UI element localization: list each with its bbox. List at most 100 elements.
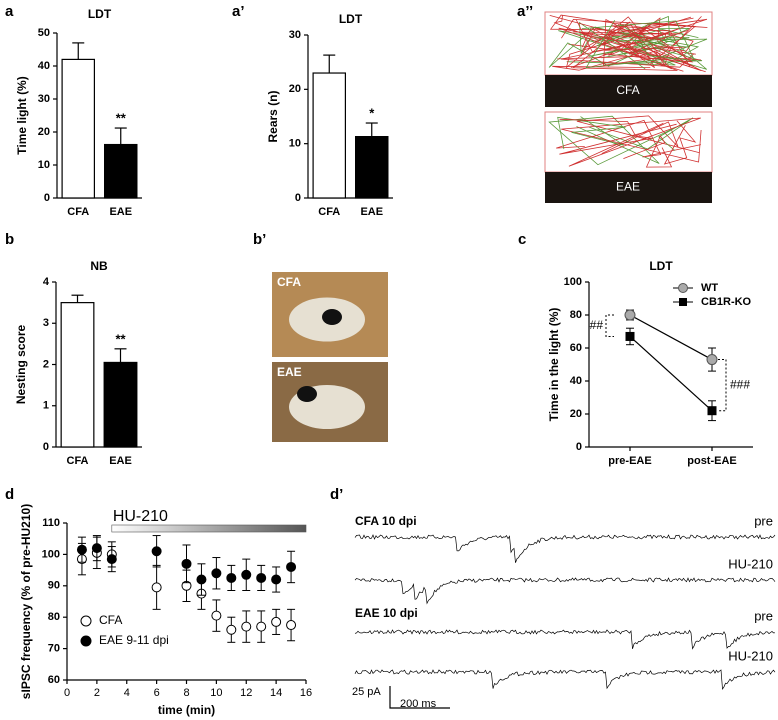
- legend-label: CFA: [99, 613, 122, 627]
- panel-letter: a’’: [517, 3, 533, 20]
- x-tick-label: EAE: [109, 206, 132, 218]
- maze-track: [553, 15, 702, 67]
- current-trace: [354, 629, 776, 650]
- current-trace: [354, 669, 776, 691]
- x-tick-label: 2: [94, 687, 100, 699]
- y-tick-label: 60: [48, 674, 60, 686]
- maze-track: [623, 135, 673, 168]
- trace-group-label: CFA 10 dpi: [355, 514, 417, 528]
- trace-condition: pre: [754, 608, 773, 623]
- y-tick-label: 20: [38, 126, 50, 138]
- point: [241, 621, 252, 632]
- treatment-label: HU-210: [113, 508, 168, 525]
- significance: **: [116, 110, 127, 125]
- point: [256, 621, 267, 632]
- legend-marker: [679, 298, 687, 306]
- nest-label: EAE: [277, 365, 302, 379]
- y-tick-label: 0: [43, 441, 49, 453]
- chart-title: NB: [90, 259, 108, 273]
- marker: [707, 406, 717, 416]
- x-tick-label: EAE: [109, 455, 132, 467]
- current-trace: [354, 534, 776, 563]
- maze-dark: [545, 172, 712, 203]
- point: [151, 546, 162, 557]
- trace-condition: HU-210: [728, 556, 773, 571]
- significance: ###: [730, 377, 750, 391]
- y-axis-label: Nesting score: [14, 324, 28, 404]
- maze-track: [588, 117, 694, 151]
- panel-letter: b’: [253, 231, 266, 248]
- y-tick-label: 20: [289, 83, 301, 95]
- bar: [61, 58, 95, 199]
- bar: [103, 361, 138, 448]
- y-axis-label: Rears (n): [266, 90, 280, 142]
- point: [226, 624, 237, 635]
- point: [271, 574, 282, 585]
- x-tick-label: CFA: [67, 455, 89, 467]
- y-tick-label: 50: [38, 27, 50, 39]
- y-tick-label: 0: [576, 441, 582, 453]
- point: [211, 568, 222, 579]
- y-tick-label: 4: [43, 276, 50, 288]
- point: [181, 558, 192, 569]
- y-tick-label: 2: [43, 358, 49, 370]
- y-tick-label: 20: [570, 408, 582, 420]
- maze-dark: [545, 75, 712, 107]
- panel-letter: b: [5, 231, 14, 248]
- panel-letter: a: [5, 3, 14, 20]
- x-tick-label: 0: [64, 687, 70, 699]
- x-tick-label: 8: [183, 687, 189, 699]
- y-tick-label: 0: [44, 192, 50, 204]
- chart-title: LDT: [88, 7, 112, 21]
- y-tick-label: 70: [48, 643, 60, 655]
- significance: *: [369, 105, 375, 120]
- x-tick-label: 10: [210, 687, 222, 699]
- maze-track: [561, 117, 702, 167]
- maze-track: [581, 20, 696, 62]
- y-tick-label: 60: [570, 342, 582, 354]
- bracket: [605, 314, 614, 337]
- legend-marker: [80, 635, 92, 647]
- y-axis-label: Time in the light (%): [547, 308, 561, 422]
- x-tick-label: 16: [300, 687, 312, 699]
- legend-label: CB1R-KO: [701, 296, 752, 308]
- significance: **: [115, 331, 126, 346]
- x-tick-label: post-EAE: [687, 455, 737, 467]
- y-tick-label: 1: [43, 400, 49, 412]
- series-line: [629, 336, 713, 412]
- y-tick-label: 10: [289, 138, 301, 150]
- maze-track: [579, 21, 708, 70]
- y-axis-label: Time light (%): [15, 76, 29, 154]
- maze-track: [548, 115, 689, 166]
- chart-title: LDT: [649, 259, 673, 273]
- x-tick-label: CFA: [67, 206, 89, 218]
- maze-track: [602, 25, 694, 63]
- legend-label: EAE 9-11 dpi: [99, 633, 169, 647]
- scale-x-label: 200 ms: [400, 698, 437, 710]
- series-line: [629, 314, 713, 361]
- point: [211, 610, 222, 621]
- point: [286, 561, 297, 572]
- scale-bar: [389, 686, 450, 709]
- marker: [625, 331, 635, 341]
- point: [241, 569, 252, 580]
- point: [91, 543, 102, 554]
- y-tick-label: 0: [295, 192, 301, 204]
- maze-track: [552, 27, 651, 71]
- legend-marker: [678, 283, 688, 293]
- bar: [312, 72, 347, 199]
- panel-letter: d’: [330, 486, 343, 503]
- point: [196, 574, 207, 585]
- x-tick-label: 14: [270, 687, 282, 699]
- y-tick-label: 30: [289, 29, 301, 41]
- x-tick-label: 6: [154, 687, 160, 699]
- point: [271, 616, 282, 627]
- chart-title: LDT: [339, 12, 363, 26]
- maze-track: [560, 27, 694, 68]
- y-tick-label: 3: [43, 317, 49, 329]
- point: [256, 572, 267, 583]
- bar: [103, 143, 138, 199]
- y-tick-label: 100: [564, 276, 582, 288]
- point: [151, 582, 162, 593]
- x-axis-label: time (min): [158, 703, 215, 717]
